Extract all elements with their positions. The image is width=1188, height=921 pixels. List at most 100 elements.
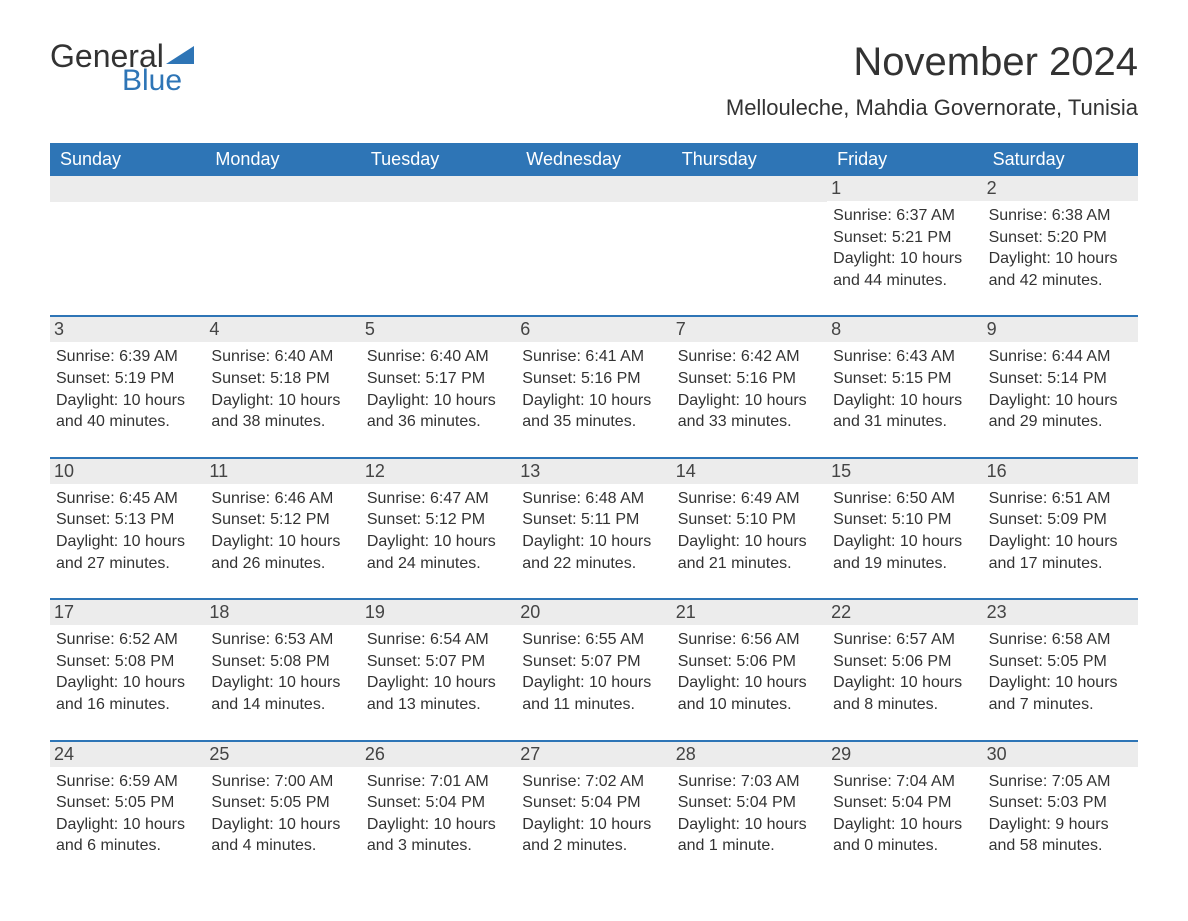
day-cell [361, 176, 516, 315]
daylight-text: Daylight: 10 hours and 40 minutes. [56, 390, 199, 433]
daylight-text: Daylight: 10 hours and 13 minutes. [367, 672, 510, 715]
sunset-text: Sunset: 5:12 PM [367, 509, 510, 531]
daylight-text: Daylight: 10 hours and 24 minutes. [367, 531, 510, 574]
location: Mellouleche, Mahdia Governorate, Tunisia [726, 95, 1138, 121]
day-info: Sunrise: 6:47 AMSunset: 5:12 PMDaylight:… [367, 488, 510, 574]
day-info: Sunrise: 6:54 AMSunset: 5:07 PMDaylight:… [367, 629, 510, 715]
day-info: Sunrise: 6:40 AMSunset: 5:17 PMDaylight:… [367, 346, 510, 432]
sunrise-text: Sunrise: 7:05 AM [989, 771, 1132, 793]
daylight-text: Daylight: 10 hours and 11 minutes. [522, 672, 665, 715]
day-cell: 30Sunrise: 7:05 AMSunset: 5:03 PMDayligh… [983, 742, 1138, 881]
day-number: 14 [672, 459, 827, 484]
day-info: Sunrise: 6:53 AMSunset: 5:08 PMDaylight:… [211, 629, 354, 715]
sunset-text: Sunset: 5:14 PM [989, 368, 1132, 390]
sunrise-text: Sunrise: 7:00 AM [211, 771, 354, 793]
day-info: Sunrise: 6:39 AMSunset: 5:19 PMDaylight:… [56, 346, 199, 432]
sunset-text: Sunset: 5:13 PM [56, 509, 199, 531]
daylight-text: Daylight: 10 hours and 35 minutes. [522, 390, 665, 433]
sunrise-text: Sunrise: 6:45 AM [56, 488, 199, 510]
sunrise-text: Sunrise: 6:54 AM [367, 629, 510, 651]
weekday-header: Saturday [983, 143, 1138, 176]
sunset-text: Sunset: 5:08 PM [56, 651, 199, 673]
day-number: 20 [516, 600, 671, 625]
sunrise-text: Sunrise: 6:44 AM [989, 346, 1132, 368]
day-number: 22 [827, 600, 982, 625]
day-number: 28 [672, 742, 827, 767]
day-info: Sunrise: 7:04 AMSunset: 5:04 PMDaylight:… [833, 771, 976, 857]
sunset-text: Sunset: 5:03 PM [989, 792, 1132, 814]
sunrise-text: Sunrise: 6:57 AM [833, 629, 976, 651]
day-number: 2 [983, 176, 1138, 201]
daylight-text: Daylight: 10 hours and 36 minutes. [367, 390, 510, 433]
day-info: Sunrise: 6:55 AMSunset: 5:07 PMDaylight:… [522, 629, 665, 715]
daylight-text: Daylight: 10 hours and 33 minutes. [678, 390, 821, 433]
day-cell: 15Sunrise: 6:50 AMSunset: 5:10 PMDayligh… [827, 459, 982, 598]
day-cell [672, 176, 827, 315]
daylight-text: Daylight: 10 hours and 29 minutes. [989, 390, 1132, 433]
calendar: SundayMondayTuesdayWednesdayThursdayFrid… [50, 143, 1138, 881]
day-cell: 13Sunrise: 6:48 AMSunset: 5:11 PMDayligh… [516, 459, 671, 598]
sunset-text: Sunset: 5:21 PM [833, 227, 976, 249]
daylight-text: Daylight: 10 hours and 19 minutes. [833, 531, 976, 574]
day-info: Sunrise: 7:02 AMSunset: 5:04 PMDaylight:… [522, 771, 665, 857]
day-cell: 12 Sunrise: 6:47 AMSunset: 5:12 PMDayligh… [361, 459, 516, 598]
day-number: 24 [50, 742, 205, 767]
sunrise-text: Sunrise: 6:41 AM [522, 346, 665, 368]
weekday-header: Tuesday [361, 143, 516, 176]
day-number: 16 [983, 459, 1138, 484]
sunrise-text: Sunrise: 6:56 AM [678, 629, 821, 651]
title-block: November 2024 Mellouleche, Mahdia Govern… [726, 40, 1138, 135]
sunrise-text: Sunrise: 6:59 AM [56, 771, 199, 793]
sunrise-text: Sunrise: 6:38 AM [989, 205, 1132, 227]
sunset-text: Sunset: 5:16 PM [522, 368, 665, 390]
sunset-text: Sunset: 5:08 PM [211, 651, 354, 673]
sunrise-text: Sunrise: 7:02 AM [522, 771, 665, 793]
day-number-empty [205, 176, 360, 202]
sunset-text: Sunset: 5:11 PM [522, 509, 665, 531]
sunset-text: Sunset: 5:04 PM [522, 792, 665, 814]
day-cell [516, 176, 671, 315]
week-row: 3Sunrise: 6:39 AMSunset: 5:19 PMDaylight… [50, 315, 1138, 456]
day-number: 4 [205, 317, 360, 342]
day-number: 21 [672, 600, 827, 625]
day-cell: 23Sunrise: 6:58 AMSunset: 5:05 PMDayligh… [983, 600, 1138, 739]
daylight-text: Daylight: 10 hours and 17 minutes. [989, 531, 1132, 574]
daylight-text: Daylight: 10 hours and 38 minutes. [211, 390, 354, 433]
sunset-text: Sunset: 5:05 PM [211, 792, 354, 814]
sunrise-text: Sunrise: 6:43 AM [833, 346, 976, 368]
sunset-text: Sunset: 5:18 PM [211, 368, 354, 390]
sunrise-text: Sunrise: 6:40 AM [367, 346, 510, 368]
sunrise-text: Sunrise: 6:37 AM [833, 205, 976, 227]
day-number: 10 [50, 459, 205, 484]
day-cell: 27Sunrise: 7:02 AMSunset: 5:04 PMDayligh… [516, 742, 671, 881]
daylight-text: Daylight: 10 hours and 0 minutes. [833, 814, 976, 857]
day-number: 12 [361, 459, 516, 484]
sunrise-text: Sunrise: 6:42 AM [678, 346, 821, 368]
month-title: November 2024 [726, 40, 1138, 85]
sunset-text: Sunset: 5:09 PM [989, 509, 1132, 531]
week-row: 1Sunrise: 6:37 AMSunset: 5:21 PMDaylight… [50, 176, 1138, 315]
weekday-header-row: SundayMondayTuesdayWednesdayThursdayFrid… [50, 143, 1138, 176]
day-number: 5 [361, 317, 516, 342]
daylight-text: Daylight: 10 hours and 26 minutes. [211, 531, 354, 574]
sunrise-text: Sunrise: 6:49 AM [678, 488, 821, 510]
day-cell: 21Sunrise: 6:56 AMSunset: 5:06 PMDayligh… [672, 600, 827, 739]
sunrise-text: Sunrise: 6:39 AM [56, 346, 199, 368]
day-info: Sunrise: 6:38 AMSunset: 5:20 PMDaylight:… [989, 205, 1132, 291]
daylight-text: Daylight: 10 hours and 1 minute. [678, 814, 821, 857]
day-number: 25 [205, 742, 360, 767]
day-cell: 8Sunrise: 6:43 AMSunset: 5:15 PMDaylight… [827, 317, 982, 456]
sunrise-text: Sunrise: 6:50 AM [833, 488, 976, 510]
day-info: Sunrise: 6:50 AMSunset: 5:10 PMDaylight:… [833, 488, 976, 574]
day-info: Sunrise: 6:57 AMSunset: 5:06 PMDaylight:… [833, 629, 976, 715]
day-cell [205, 176, 360, 315]
daylight-text: Daylight: 10 hours and 44 minutes. [833, 248, 976, 291]
day-cell: 4Sunrise: 6:40 AMSunset: 5:18 PMDaylight… [205, 317, 360, 456]
day-cell: 29Sunrise: 7:04 AMSunset: 5:04 PMDayligh… [827, 742, 982, 881]
day-number-empty [516, 176, 671, 202]
day-cell: 9Sunrise: 6:44 AMSunset: 5:14 PMDaylight… [983, 317, 1138, 456]
day-info: Sunrise: 6:46 AMSunset: 5:12 PMDaylight:… [211, 488, 354, 574]
day-cell: 11Sunrise: 6:46 AMSunset: 5:12 PMDayligh… [205, 459, 360, 598]
day-number-empty [672, 176, 827, 202]
day-info: Sunrise: 6:58 AMSunset: 5:05 PMDaylight:… [989, 629, 1132, 715]
